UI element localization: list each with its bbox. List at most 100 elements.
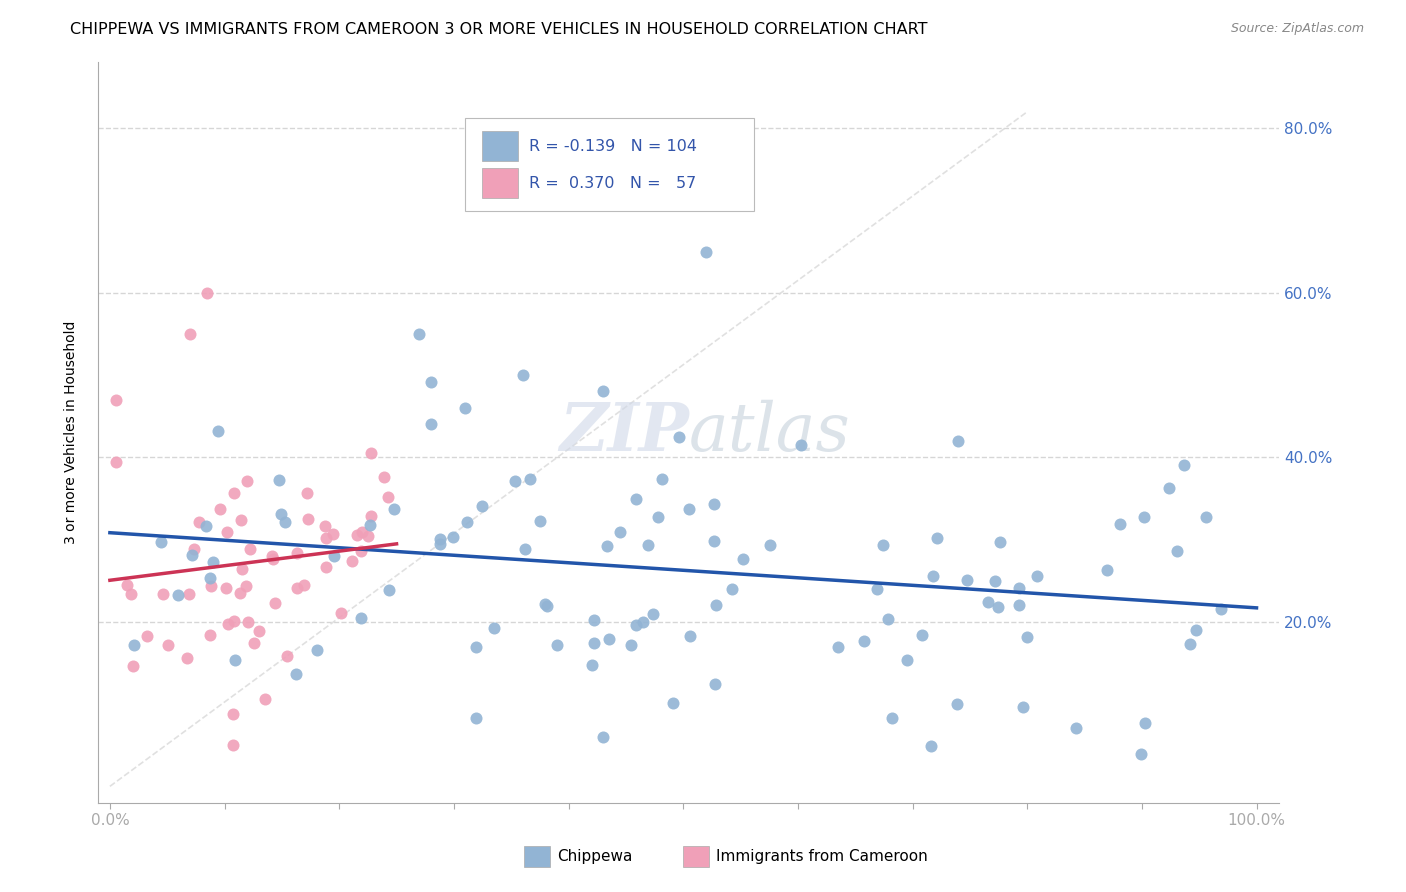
Point	[956, 573, 979, 587]
Point	[346, 527, 368, 541]
Point	[315, 531, 337, 545]
Point	[877, 612, 900, 626]
Point	[236, 615, 259, 629]
Point	[262, 549, 284, 563]
Point	[1195, 510, 1218, 524]
Point	[200, 579, 222, 593]
Point	[285, 581, 308, 595]
Point	[274, 515, 297, 529]
Point	[596, 539, 619, 553]
Point	[221, 706, 243, 721]
Point	[342, 554, 364, 568]
Point	[581, 657, 603, 672]
Point	[456, 515, 478, 529]
Point	[536, 599, 558, 613]
Point	[322, 526, 344, 541]
Point	[988, 534, 1011, 549]
Point	[228, 586, 250, 600]
Point	[115, 578, 138, 592]
Point	[927, 531, 949, 545]
Point	[704, 677, 727, 691]
Point	[429, 537, 451, 551]
Point	[703, 497, 725, 511]
Point	[297, 486, 319, 500]
Point	[515, 542, 537, 557]
Point	[360, 446, 382, 460]
Point	[187, 515, 209, 529]
Point	[668, 430, 690, 444]
Point	[465, 711, 488, 725]
Point	[827, 640, 849, 654]
Point	[315, 560, 337, 574]
Point	[1015, 630, 1038, 644]
Point	[420, 417, 443, 432]
Point	[911, 628, 934, 642]
Point	[201, 555, 224, 569]
Point	[285, 546, 308, 560]
Point	[641, 607, 664, 622]
Point	[276, 648, 298, 663]
FancyBboxPatch shape	[482, 131, 517, 161]
Point	[1095, 563, 1118, 577]
Point	[1133, 715, 1156, 730]
Point	[1209, 601, 1232, 615]
Point	[620, 638, 643, 652]
Point	[1012, 699, 1035, 714]
Y-axis label: 3 or more Vehicles in Household: 3 or more Vehicles in Household	[63, 321, 77, 544]
Point	[208, 501, 231, 516]
Point	[637, 538, 659, 552]
Point	[176, 651, 198, 665]
Point	[207, 425, 229, 439]
Point	[136, 629, 159, 643]
Text: atlas: atlas	[689, 400, 851, 466]
Point	[350, 543, 373, 558]
Point	[297, 511, 319, 525]
Point	[1184, 623, 1206, 637]
FancyBboxPatch shape	[523, 847, 550, 867]
Point	[983, 574, 1005, 588]
Point	[231, 562, 253, 576]
Point	[583, 636, 606, 650]
Point	[378, 582, 401, 597]
Point	[592, 730, 614, 744]
Point	[262, 552, 284, 566]
Point	[104, 392, 127, 407]
Point	[987, 600, 1010, 615]
Point	[1173, 458, 1195, 472]
Point	[546, 639, 568, 653]
Point	[224, 486, 246, 500]
Point	[420, 375, 443, 389]
Point	[382, 501, 405, 516]
Point	[305, 643, 328, 657]
Point	[292, 578, 315, 592]
Point	[167, 588, 190, 602]
Point	[1178, 637, 1201, 651]
Text: Immigrants from Cameroon: Immigrants from Cameroon	[716, 849, 928, 864]
Point	[217, 525, 239, 540]
Point	[1108, 516, 1130, 531]
Point	[882, 710, 904, 724]
Point	[124, 639, 146, 653]
Point	[695, 244, 717, 259]
Point	[179, 326, 201, 341]
Point	[529, 514, 551, 528]
Point	[592, 384, 614, 399]
Point	[314, 519, 336, 533]
FancyBboxPatch shape	[464, 118, 754, 211]
Point	[224, 653, 246, 667]
Point	[583, 613, 606, 627]
Point	[1157, 481, 1180, 495]
Point	[482, 622, 505, 636]
Point	[360, 508, 382, 523]
Point	[704, 598, 727, 612]
Point	[120, 587, 142, 601]
Point	[720, 582, 742, 597]
Text: ZIP: ZIP	[560, 401, 689, 465]
Point	[357, 529, 380, 543]
Point	[231, 513, 253, 527]
Point	[441, 530, 464, 544]
Text: Chippewa: Chippewa	[557, 849, 633, 864]
Point	[922, 569, 945, 583]
Point	[977, 595, 1000, 609]
Text: R =  0.370   N =   57: R = 0.370 N = 57	[530, 176, 697, 191]
